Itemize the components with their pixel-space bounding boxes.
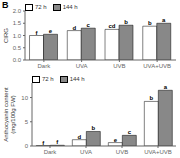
html-text:144 h: 144 h (62, 4, 78, 10)
svg-text:0: 0 (25, 143, 29, 149)
svg-text:Dark: Dark (44, 149, 58, 155)
svg-text:1.0: 1.0 (13, 33, 22, 39)
html-text:B: B (2, 0, 9, 10)
svg-text:UVA+UVB: UVA+UVB (143, 63, 171, 69)
svg-text:Dark: Dark (38, 63, 52, 69)
svg-text:f: f (36, 30, 39, 36)
html-text:72 h: 72 h (35, 4, 47, 10)
svg-text:UVB: UVB (113, 63, 125, 69)
svg-text:2.0: 2.0 (13, 8, 22, 14)
svg-text:a: a (162, 17, 166, 23)
svg-text:f: f (56, 139, 59, 145)
svg-text:Anthocyanin content(mg/100g FW: Anthocyanin content(mg/100g FW) (8, 87, 16, 142)
svg-text:cd: cd (109, 23, 116, 29)
svg-text:c: c (87, 22, 91, 28)
svg-text:0.0: 0.0 (13, 57, 22, 63)
svg-text:b: b (124, 19, 128, 25)
svg-text:b: b (91, 125, 95, 131)
svg-text:f: f (42, 140, 45, 146)
svg-text:c: c (128, 129, 132, 135)
svg-text:10: 10 (21, 95, 28, 101)
svg-text:UVA: UVA (80, 149, 92, 155)
svg-text:d: d (77, 134, 81, 140)
svg-text:e: e (114, 137, 118, 143)
html-text:72 h: 72 h (42, 76, 54, 82)
html-text:144 h: 144 h (69, 76, 85, 82)
svg-text:1.5: 1.5 (13, 20, 22, 26)
svg-text:e: e (49, 28, 53, 34)
svg-text:UVA: UVA (76, 63, 88, 69)
svg-text:a: a (164, 84, 168, 90)
svg-text:CIRG: CIRG (8, 28, 9, 43)
svg-text:d: d (72, 25, 76, 31)
svg-text:UVA+UVB: UVA+UVB (144, 149, 172, 155)
svg-text:b: b (149, 95, 153, 101)
svg-text:5: 5 (25, 119, 29, 125)
svg-text:UVB: UVB (116, 149, 128, 155)
svg-text:b: b (148, 20, 152, 26)
svg-text:0.5: 0.5 (13, 45, 22, 51)
